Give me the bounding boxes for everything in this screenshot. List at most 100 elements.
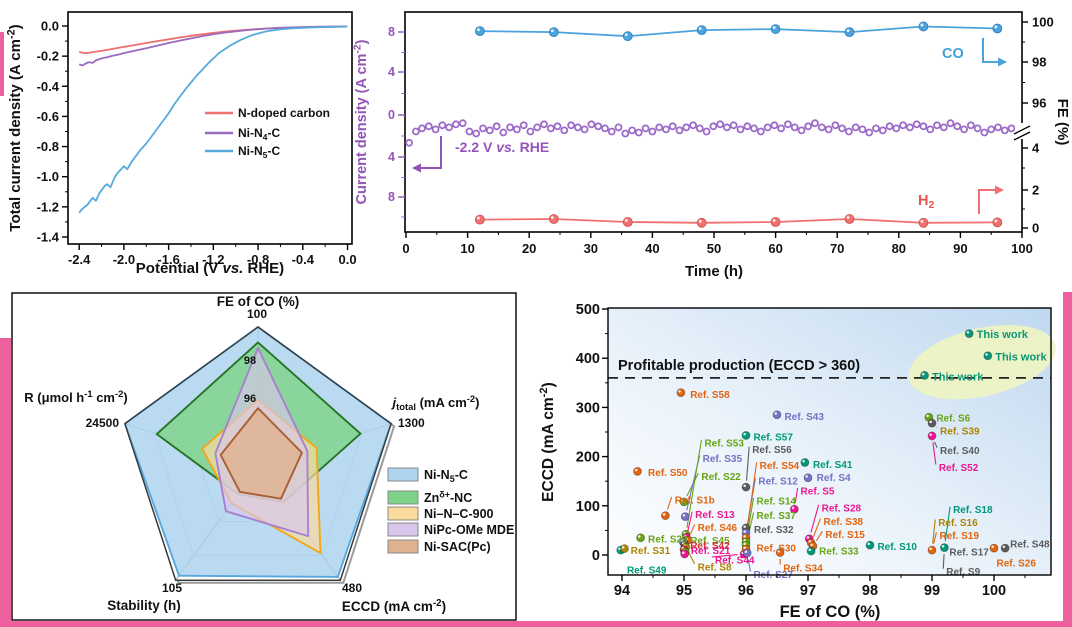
ref-point xyxy=(927,431,937,441)
current-density-point xyxy=(675,126,684,135)
ref-label: Ref. S19 xyxy=(939,531,979,542)
legend-item: Ni-N5-C xyxy=(205,144,280,160)
left-tick-label-fragment: 8 xyxy=(388,190,395,204)
radar-series-ni-sac-pc- xyxy=(219,407,303,500)
current-density-point xyxy=(1007,124,1016,133)
page-edge-accent-left xyxy=(0,338,11,621)
legend-label: Ni-SAC(Pc) xyxy=(424,540,491,554)
radar-panel: 96 98 100 24500 1300 105 480 FE of CO (%) jtotal… xyxy=(11,292,517,621)
ref-label: Ref. S14 xyxy=(757,496,797,507)
x-tick-label: 10 xyxy=(460,241,474,256)
pentagon-outline-top xyxy=(124,326,392,581)
stability-outer-value: 105 xyxy=(162,581,182,595)
x-tick-label: 98 xyxy=(862,583,878,599)
leader-line xyxy=(933,532,937,544)
ref-point xyxy=(789,504,799,514)
current-density-point xyxy=(580,125,589,134)
legend-label: Znδ+-NC xyxy=(424,489,472,505)
leader-line xyxy=(745,446,750,481)
legend-label: Ni-N5-C xyxy=(238,144,280,160)
fe-tick-96: 96 xyxy=(244,393,256,405)
current-density-point xyxy=(641,124,650,133)
current-density-point xyxy=(689,121,698,130)
ref-label: Ref. S21 xyxy=(691,546,731,557)
ref-point xyxy=(927,545,937,555)
current-density-point xyxy=(431,125,440,134)
ref-label: Ref. S4 xyxy=(817,473,851,484)
current-density-point xyxy=(817,123,826,132)
leader-line xyxy=(932,442,937,465)
current-density-point xyxy=(899,121,907,130)
fe-tick-98: 98 xyxy=(244,355,256,367)
arrowhead xyxy=(995,185,1004,195)
current-density-point xyxy=(405,138,413,147)
right-tick-label: 98 xyxy=(1032,55,1046,70)
current-density-point xyxy=(628,126,637,135)
legend-swatch xyxy=(387,467,419,482)
ref-label: Ref. S35 xyxy=(703,454,743,465)
current-density-point xyxy=(682,123,691,132)
left-y-axis-title: Current density (A cm-2) xyxy=(352,39,370,204)
current-density-point xyxy=(445,123,453,132)
data-point xyxy=(992,23,1003,34)
data-point xyxy=(844,214,855,224)
current-density-point xyxy=(736,125,745,134)
current-density-point xyxy=(655,123,664,132)
ref-label: Ref. S40 xyxy=(940,446,980,457)
current-density-point xyxy=(872,124,880,133)
current-density-point xyxy=(519,121,528,130)
x-tick-label: 94 xyxy=(614,583,630,599)
leader-line xyxy=(932,519,936,544)
page-edge-accent-topleft xyxy=(0,32,4,96)
ref-label: Ref. S42 xyxy=(690,541,730,552)
left-tick-label-fragment: 0 xyxy=(388,108,395,122)
ref-point xyxy=(989,543,999,553)
y-tick-label: -0.6 xyxy=(37,109,59,124)
ref-point xyxy=(676,388,686,398)
this-work-highlight-ellipse xyxy=(908,325,1056,400)
data-point xyxy=(696,217,707,228)
current-density-point xyxy=(946,119,955,128)
legend-swatch xyxy=(387,490,419,505)
current-density-point xyxy=(533,123,542,132)
x-tick-label: 99 xyxy=(924,583,940,599)
x-axis-title: FE of CO (%) xyxy=(780,603,881,621)
legend-label: N-doped carbon xyxy=(238,106,330,120)
x-tick-label: -0.8 xyxy=(247,252,269,267)
x-tick-label: 20 xyxy=(522,241,536,256)
leader-line xyxy=(812,518,822,537)
axis-break xyxy=(1013,123,1031,141)
y-tick-label: 100 xyxy=(576,499,600,515)
data-point xyxy=(844,27,855,38)
eccd-outer-value: 480 xyxy=(342,581,362,595)
this-work-label: This work xyxy=(977,329,1029,341)
current-density-point xyxy=(906,123,914,132)
current-density-point xyxy=(634,128,643,137)
data-point xyxy=(918,217,929,228)
ref-label: Ref. S44 xyxy=(715,555,755,566)
arrowhead xyxy=(412,163,421,173)
x-tick-label: 0.0 xyxy=(338,252,356,267)
data-point xyxy=(770,217,781,227)
series-ni-n5-c xyxy=(78,25,348,214)
current-density-point xyxy=(662,125,670,134)
current-density-point xyxy=(621,129,630,138)
left-tick-label-fragment: 8 xyxy=(388,25,395,39)
x-tick-label: 70 xyxy=(830,241,844,256)
current-density-point xyxy=(424,122,433,131)
y-tick-label: -1.2 xyxy=(37,199,59,214)
current-density-point xyxy=(994,123,1002,132)
ref-label: Ref. S38 xyxy=(824,517,864,528)
data-point xyxy=(770,24,781,34)
x-axis-title: Time (h) xyxy=(685,263,743,280)
current-density-point xyxy=(587,120,596,129)
data-point xyxy=(622,31,633,42)
leader-line xyxy=(794,487,799,503)
current-density-point xyxy=(912,120,921,129)
x-tick-label: -2.4 xyxy=(68,252,91,267)
ref-point xyxy=(633,466,642,476)
co-fe-series xyxy=(475,21,1003,42)
y-tick-label: -0.8 xyxy=(37,139,59,154)
radar-legend-item: Ni-N5-C xyxy=(387,467,468,484)
